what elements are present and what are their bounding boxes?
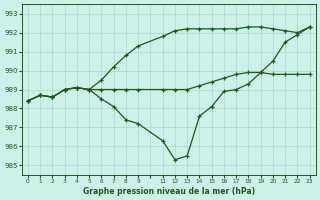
X-axis label: Graphe pression niveau de la mer (hPa): Graphe pression niveau de la mer (hPa) xyxy=(83,187,255,196)
